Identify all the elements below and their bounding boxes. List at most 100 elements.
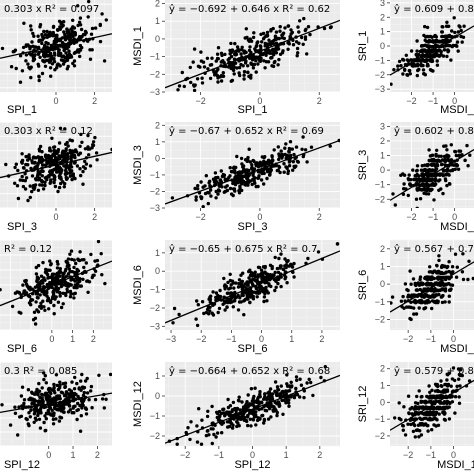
data-point bbox=[61, 272, 65, 276]
data-point bbox=[392, 68, 396, 72]
data-point bbox=[65, 34, 70, 39]
data-point bbox=[52, 180, 56, 185]
x-tick-label: 1 bbox=[289, 334, 294, 344]
data-point bbox=[450, 377, 455, 381]
data-point bbox=[75, 282, 80, 286]
data-point bbox=[237, 399, 241, 403]
data-point bbox=[450, 265, 455, 269]
panel--vs-spi-3-3: 0.303 x R² = 0.12 0 2 SPI_3 bbox=[0, 121, 112, 233]
regression-equation: ŷ = −0.65 + 0.675 x R² = 0.7 bbox=[169, 243, 318, 255]
data-point bbox=[78, 35, 82, 39]
x-axis-title: SPI_6 bbox=[7, 343, 37, 355]
data-point bbox=[43, 53, 48, 58]
data-point bbox=[434, 173, 439, 177]
data-point bbox=[430, 428, 434, 432]
regression-equation: ŷ = −0.664 + 0.652 x R² = 0.68 bbox=[169, 365, 330, 377]
data-point bbox=[76, 23, 80, 28]
data-point bbox=[233, 41, 237, 46]
data-point bbox=[402, 405, 406, 409]
data-point bbox=[270, 154, 274, 159]
data-point bbox=[440, 40, 444, 44]
data-point bbox=[84, 162, 89, 166]
data-point bbox=[266, 158, 271, 162]
data-point bbox=[55, 266, 60, 270]
data-point bbox=[195, 77, 200, 81]
data-point bbox=[285, 398, 290, 402]
data-point bbox=[200, 81, 205, 85]
data-point bbox=[417, 283, 422, 287]
data-point bbox=[247, 147, 251, 151]
data-point bbox=[195, 323, 200, 328]
y-tick-label: −2 bbox=[150, 186, 160, 196]
data-point bbox=[82, 258, 86, 262]
data-point bbox=[413, 177, 417, 182]
data-point bbox=[286, 171, 290, 176]
data-point bbox=[445, 20, 449, 24]
data-point bbox=[87, 153, 91, 157]
data-point bbox=[39, 304, 44, 308]
data-point bbox=[28, 294, 32, 299]
data-point bbox=[436, 277, 441, 281]
data-point bbox=[229, 54, 234, 59]
data-point bbox=[58, 294, 62, 298]
data-point bbox=[298, 19, 302, 23]
data-point bbox=[427, 169, 431, 173]
data-point bbox=[293, 156, 297, 161]
data-point bbox=[75, 164, 80, 168]
data-point bbox=[419, 417, 423, 421]
data-point bbox=[448, 288, 453, 292]
data-point bbox=[256, 400, 261, 404]
data-point bbox=[63, 384, 68, 389]
panel-msdi-3-vs-spi-3-4: ŷ = −0.67 + 0.652 x R² = 0.69 −2 0 2 −3 −2 −1 0… bbox=[132, 120, 340, 233]
data-point bbox=[239, 62, 243, 67]
data-point bbox=[248, 417, 252, 421]
data-point bbox=[29, 75, 33, 80]
data-point bbox=[57, 165, 61, 169]
y-tick-label: 0 bbox=[380, 41, 385, 51]
data-point bbox=[430, 288, 435, 292]
data-point bbox=[58, 383, 62, 387]
data-point bbox=[222, 276, 226, 281]
data-point bbox=[53, 407, 58, 411]
data-point bbox=[235, 66, 239, 70]
data-point bbox=[42, 420, 46, 425]
data-point bbox=[72, 64, 77, 68]
data-point bbox=[450, 29, 454, 33]
data-point bbox=[0, 46, 5, 51]
data-point bbox=[62, 182, 67, 186]
data-point bbox=[434, 288, 438, 293]
y-tick-label: −3 bbox=[150, 203, 160, 213]
data-point bbox=[31, 44, 35, 48]
data-point bbox=[30, 390, 34, 394]
data-point bbox=[468, 153, 472, 157]
data-point bbox=[56, 189, 60, 194]
data-point bbox=[191, 60, 195, 64]
data-point bbox=[48, 51, 53, 56]
data-point bbox=[300, 35, 304, 40]
data-point bbox=[46, 268, 51, 272]
data-point bbox=[217, 189, 222, 193]
data-point bbox=[397, 416, 401, 421]
data-point bbox=[269, 284, 273, 289]
data-point bbox=[214, 196, 218, 200]
data-point bbox=[442, 271, 446, 276]
data-point bbox=[456, 49, 460, 53]
data-point bbox=[271, 273, 275, 277]
data-point bbox=[46, 276, 50, 280]
data-point bbox=[451, 366, 456, 370]
data-point bbox=[177, 84, 182, 88]
data-point bbox=[448, 182, 452, 186]
data-point bbox=[52, 148, 56, 153]
data-point bbox=[450, 44, 454, 49]
data-point bbox=[279, 149, 283, 153]
data-point bbox=[33, 177, 38, 181]
data-point bbox=[32, 407, 36, 412]
data-point bbox=[441, 407, 446, 411]
data-point bbox=[444, 35, 449, 39]
data-point bbox=[44, 428, 48, 433]
data-point bbox=[427, 148, 431, 152]
data-point bbox=[276, 281, 280, 286]
data-point bbox=[58, 267, 62, 271]
data-point bbox=[75, 408, 79, 413]
data-point bbox=[58, 126, 63, 130]
